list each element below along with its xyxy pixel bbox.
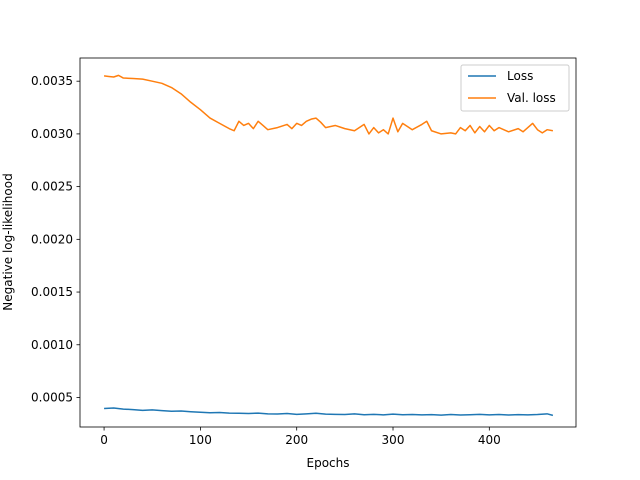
x-tick-label: 400 [478, 433, 501, 447]
legend: Loss Val. loss [460, 64, 570, 112]
x-tick-label: 0 [100, 433, 108, 447]
y-tick-label: 0.0020 [31, 232, 73, 246]
y-axis-label: Negative log-likelihood [1, 173, 15, 310]
y-tick-label: 0.0035 [31, 74, 73, 88]
legend-label-loss: Loss [507, 69, 533, 83]
y-tick-label: 0.0025 [31, 180, 73, 194]
plot-frame [79, 57, 577, 428]
y-tick-label: 0.0030 [31, 127, 73, 141]
series-line-val-loss [103, 74, 554, 135]
y-axis: 0.0005 0.0010 0.0015 0.0020 0.0025 0.0030 0.00… [31, 74, 80, 404]
y-tick-label: 0.0010 [31, 338, 73, 352]
x-tick-label: 200 [285, 433, 308, 447]
x-tick-label: 300 [382, 433, 405, 447]
series-layer [103, 74, 554, 417]
series-line-loss [104, 407, 554, 417]
y-tick-label: 0.0005 [31, 390, 73, 404]
legend-label-val-loss: Val. loss [507, 91, 556, 105]
y-tick-label: 0.0015 [31, 285, 73, 299]
x-tick-label: 100 [189, 433, 212, 447]
x-axis-label: Epochs [307, 456, 350, 470]
x-axis: 0 100 200 300 400 [100, 427, 501, 447]
